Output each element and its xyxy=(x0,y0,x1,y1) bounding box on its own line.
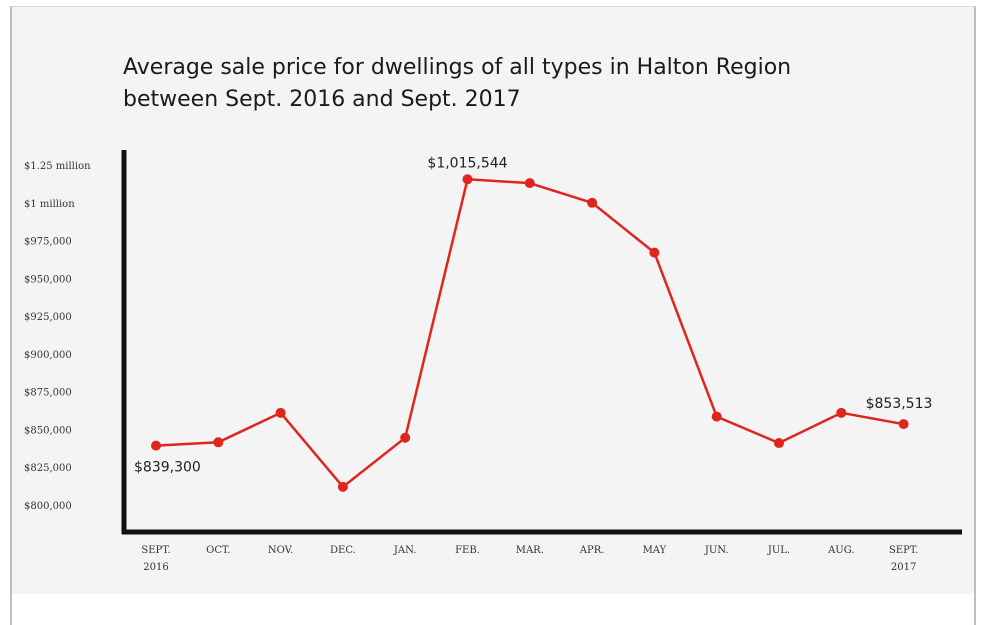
data-point xyxy=(711,411,722,422)
data-label: $839,300 xyxy=(134,460,201,476)
x-tick-label: APR. xyxy=(579,545,605,556)
y-tick-label: $800,000 xyxy=(24,501,72,512)
data-label: $1,015,544 xyxy=(427,155,507,171)
data-point xyxy=(400,432,411,443)
data-point xyxy=(836,407,847,418)
bottom-panel xyxy=(10,594,976,625)
series-line xyxy=(155,178,904,489)
data-point xyxy=(649,247,660,258)
y-tick-label: $825,000 xyxy=(24,463,72,474)
x-tick-label: 2016 xyxy=(143,562,168,573)
y-tick-label: $1 million xyxy=(24,199,75,210)
chart-title: Average sale price for dwellings of all … xyxy=(123,55,792,112)
x-tick-label: NOV. xyxy=(268,545,293,556)
x-tick-label: SEPT. xyxy=(889,545,918,556)
data-point xyxy=(151,440,161,451)
data-point xyxy=(774,438,784,449)
x-tick-label: OCT. xyxy=(206,545,230,556)
y-tick-label: $900,000 xyxy=(24,350,72,361)
x-tick-label: JAN. xyxy=(393,545,417,556)
x-tick-label: SEPT. xyxy=(141,545,170,556)
data-point xyxy=(213,437,224,448)
x-tick-label: DEC. xyxy=(330,545,356,556)
data-point xyxy=(337,481,348,492)
data-point xyxy=(462,174,473,185)
y-tick-label: $975,000 xyxy=(24,237,72,248)
data-point xyxy=(275,407,286,418)
y-tick-label: $850,000 xyxy=(24,425,72,436)
x-tick-label: FEB. xyxy=(455,545,480,556)
y-tick-label: $925,000 xyxy=(24,312,72,323)
x-tick-label: JUN. xyxy=(704,545,729,556)
data-point xyxy=(587,197,598,208)
y-tick-label: $950,000 xyxy=(24,274,72,285)
y-tick-label: $875,000 xyxy=(24,388,72,399)
data-point xyxy=(898,419,909,430)
chart-frame xyxy=(10,6,976,616)
data-label: $853,513 xyxy=(866,396,933,412)
x-tick-label: MAY xyxy=(643,545,667,556)
x-tick-label: MAR. xyxy=(516,545,544,556)
data-point xyxy=(524,178,535,189)
x-tick-label: JUL. xyxy=(767,545,790,556)
x-tick-label: AUG. xyxy=(827,545,854,556)
x-tick-label: 2017 xyxy=(891,562,916,573)
y-tick-label: $1.25 million xyxy=(24,161,91,172)
